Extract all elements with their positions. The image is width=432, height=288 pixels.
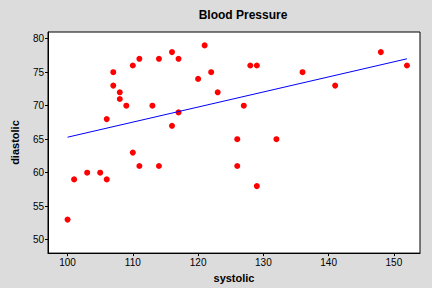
svg-text:55: 55	[33, 201, 45, 212]
svg-text:diastolic: diastolic	[9, 120, 21, 165]
svg-text:120: 120	[190, 257, 207, 268]
svg-text:systolic: systolic	[214, 272, 255, 284]
svg-text:140: 140	[320, 257, 337, 268]
svg-text:65: 65	[33, 134, 45, 145]
svg-text:70: 70	[33, 100, 45, 111]
svg-text:110: 110	[125, 257, 141, 268]
svg-text:75: 75	[33, 67, 45, 78]
svg-text:100: 100	[59, 257, 76, 268]
svg-text:80: 80	[33, 33, 45, 44]
svg-text:130: 130	[255, 257, 272, 268]
svg-text:50: 50	[33, 234, 45, 245]
svg-text:150: 150	[386, 257, 403, 268]
svg-text:Blood Pressure: Blood Pressure	[199, 8, 288, 22]
svg-text:60: 60	[33, 167, 45, 178]
